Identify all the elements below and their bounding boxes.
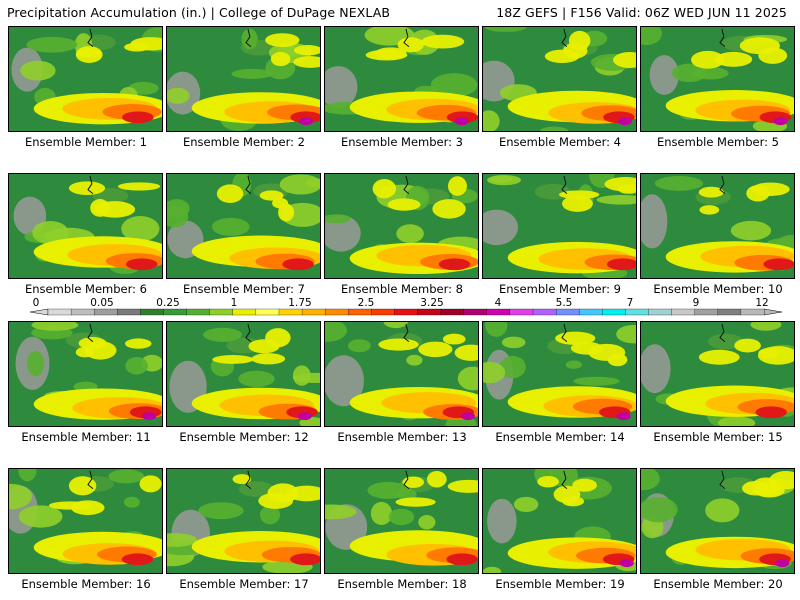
member-label: Ensemble Member: 20 bbox=[653, 577, 783, 591]
member-label: Ensemble Member: 16 bbox=[21, 577, 151, 591]
member-label: Ensemble Member: 18 bbox=[337, 577, 467, 591]
legend-swatch bbox=[579, 308, 603, 316]
legend-swatch bbox=[740, 308, 765, 316]
legend-swatch bbox=[255, 308, 280, 316]
legend-label: 0.05 bbox=[90, 298, 113, 309]
member-map bbox=[166, 173, 321, 279]
legend-label: 5.5 bbox=[556, 298, 573, 309]
legend-swatch bbox=[440, 308, 465, 316]
legend-swatch bbox=[163, 308, 188, 316]
member-label: Ensemble Member: 6 bbox=[25, 282, 147, 296]
legend-swatch bbox=[602, 308, 626, 316]
member-map bbox=[324, 173, 479, 279]
member-map bbox=[324, 321, 479, 427]
legend-swatch bbox=[278, 308, 303, 316]
legend-swatch bbox=[509, 308, 534, 316]
legend-swatch bbox=[532, 308, 557, 316]
valid-time: 18Z GEFS | F156 Valid: 06Z WED JUN 11 20… bbox=[496, 5, 787, 20]
member-label: Ensemble Member: 2 bbox=[183, 135, 305, 149]
legend-swatch bbox=[555, 308, 580, 316]
legend-label: 9 bbox=[693, 298, 700, 309]
member-map bbox=[482, 321, 637, 427]
legend-swatch bbox=[186, 308, 211, 316]
member-map bbox=[482, 468, 637, 574]
legend-label: 12 bbox=[755, 298, 768, 309]
legend-swatch bbox=[394, 308, 418, 316]
member-label: Ensemble Member: 12 bbox=[179, 430, 309, 444]
legend-swatch bbox=[70, 308, 95, 316]
member-map bbox=[8, 173, 163, 279]
legend-swatch bbox=[117, 308, 141, 316]
map-title: Precipitation Accumulation (in.) | Colle… bbox=[7, 5, 391, 20]
legend-swatch bbox=[209, 308, 234, 316]
member-label: Ensemble Member: 1 bbox=[25, 135, 147, 149]
member-label: Ensemble Member: 15 bbox=[653, 430, 783, 444]
member-label: Ensemble Member: 13 bbox=[337, 430, 467, 444]
member-label: Ensemble Member: 17 bbox=[179, 577, 309, 591]
legend-swatch bbox=[417, 308, 442, 316]
member-map bbox=[640, 321, 795, 427]
member-label: Ensemble Member: 7 bbox=[183, 282, 305, 296]
legend-swatch bbox=[671, 308, 696, 316]
legend-swatch bbox=[232, 308, 257, 316]
legend-swatch bbox=[325, 308, 349, 316]
member-map bbox=[166, 468, 321, 574]
member-map bbox=[8, 468, 163, 574]
member-map bbox=[324, 468, 479, 574]
legend-label: 1 bbox=[231, 298, 238, 309]
legend-swatch bbox=[94, 308, 118, 316]
color-legend: 0 0.05 0.25 1 1.75 2.5 3.25 4 5.5 7 9 12 bbox=[29, 298, 783, 316]
legend-swatch bbox=[47, 308, 72, 316]
member-map bbox=[8, 321, 163, 427]
member-map bbox=[640, 26, 795, 132]
member-label: Ensemble Member: 5 bbox=[657, 135, 779, 149]
legend-label: 7 bbox=[627, 298, 634, 309]
member-label: Ensemble Member: 9 bbox=[499, 282, 621, 296]
legend-swatch bbox=[625, 308, 649, 316]
member-map bbox=[640, 173, 795, 279]
legend-swatch bbox=[717, 308, 742, 316]
legend-swatch bbox=[648, 308, 673, 316]
member-label: Ensemble Member: 4 bbox=[499, 135, 621, 149]
member-label: Ensemble Member: 3 bbox=[341, 135, 463, 149]
legend-swatch bbox=[486, 308, 511, 316]
legend-label: 2.5 bbox=[358, 298, 375, 309]
member-map bbox=[482, 26, 637, 132]
member-map bbox=[166, 26, 321, 132]
member-map bbox=[324, 26, 479, 132]
member-map bbox=[640, 468, 795, 574]
legend-swatch bbox=[463, 308, 488, 316]
legend-label: 3.25 bbox=[420, 298, 443, 309]
member-label: Ensemble Member: 8 bbox=[341, 282, 463, 296]
legend-label: 0 bbox=[33, 298, 40, 309]
legend-swatch bbox=[348, 308, 372, 316]
member-label: Ensemble Member: 14 bbox=[495, 430, 625, 444]
member-label: Ensemble Member: 19 bbox=[495, 577, 625, 591]
legend-label: 4 bbox=[495, 298, 502, 309]
member-label: Ensemble Member: 10 bbox=[653, 282, 783, 296]
legend-label: 1.75 bbox=[288, 298, 311, 309]
member-map bbox=[482, 173, 637, 279]
legend-swatch bbox=[371, 308, 395, 316]
legend-swatch bbox=[694, 308, 719, 316]
legend-label: 0.25 bbox=[156, 298, 179, 309]
legend-swatch bbox=[301, 308, 326, 316]
member-map bbox=[8, 26, 163, 132]
legend-swatch bbox=[140, 308, 164, 316]
member-map bbox=[166, 321, 321, 427]
member-label: Ensemble Member: 11 bbox=[21, 430, 151, 444]
